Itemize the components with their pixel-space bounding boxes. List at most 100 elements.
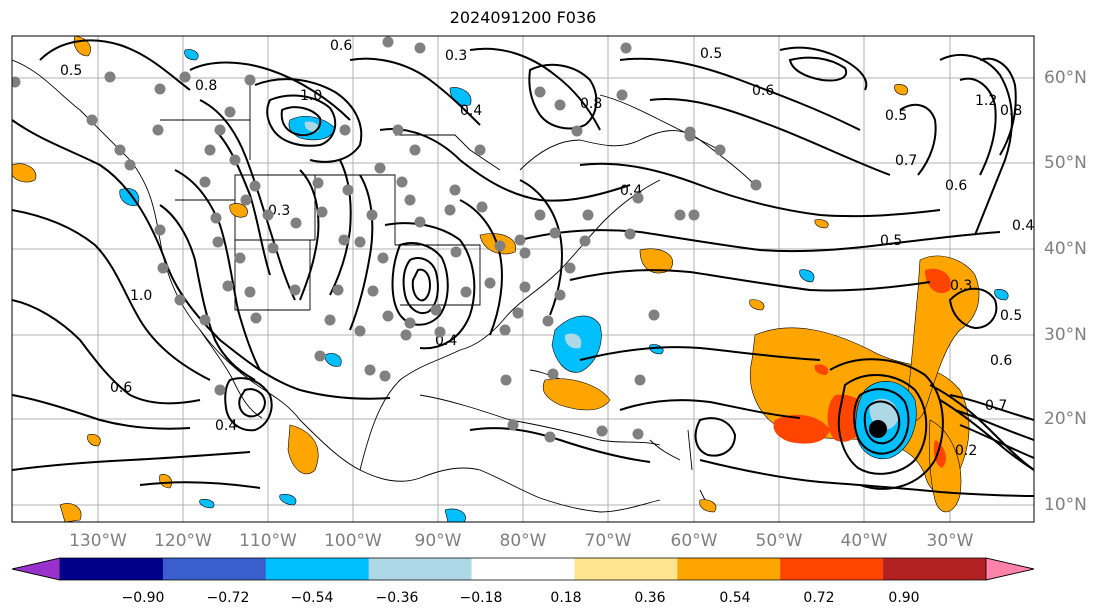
blue-fill <box>184 49 199 61</box>
station-dot <box>324 314 336 326</box>
lat-label: 50°N <box>1044 153 1087 173</box>
contour-label: 0.6 <box>330 38 352 54</box>
contour-label: 0.3 <box>268 203 290 219</box>
station-dot <box>404 194 416 206</box>
contour-label: 0.8 <box>580 96 602 112</box>
station-dot <box>212 236 224 248</box>
lon-label: 60°W <box>671 531 718 551</box>
colorbar-segment <box>471 558 575 580</box>
station-dot <box>366 209 378 221</box>
colorbar-tick-label: −0.18 <box>460 590 503 606</box>
station-dot <box>474 144 486 156</box>
station-dot <box>214 124 226 136</box>
station-dot <box>534 209 546 221</box>
orange-fill <box>229 203 248 218</box>
colorbar-segment <box>883 558 987 580</box>
blue-fill <box>799 269 815 283</box>
station-dot <box>354 236 366 248</box>
contour-label: 0.3 <box>950 278 972 294</box>
station-dot <box>154 224 166 236</box>
station-dot <box>414 42 426 54</box>
station-dot <box>430 304 442 316</box>
station-dot <box>494 240 506 252</box>
orange-fill <box>907 255 980 421</box>
blue-fill <box>994 289 1009 301</box>
colorbar-segment <box>265 558 370 580</box>
orange-fill <box>287 424 319 475</box>
station-dot <box>460 286 472 298</box>
station-dot <box>396 176 408 188</box>
red-orange-fill <box>773 414 830 444</box>
colorbar-tick-label: −0.90 <box>122 590 165 606</box>
orange-fill <box>12 163 37 183</box>
station-dot <box>544 431 556 443</box>
contour-label: 1.0 <box>300 88 322 104</box>
station-dot <box>234 252 246 264</box>
station-dot <box>152 124 164 136</box>
orange-fill <box>87 434 101 447</box>
contour-label: 0.5 <box>60 63 82 79</box>
station-dot <box>674 209 686 221</box>
station-dot <box>204 144 216 156</box>
station-dot <box>400 329 412 341</box>
colorbar-segment <box>677 558 781 580</box>
colorbar <box>11 557 1035 581</box>
colorbar-tick-label: 0.72 <box>803 590 834 606</box>
station-dot <box>714 144 726 156</box>
station-dot <box>648 309 660 321</box>
station-dot <box>104 71 116 83</box>
contour-label: 0.4 <box>215 418 237 434</box>
station-dot <box>244 74 256 86</box>
observation-stations <box>12 36 762 443</box>
colorbar-segment <box>162 558 267 580</box>
contour-label: 0.5 <box>885 108 907 124</box>
station-dot <box>624 228 636 240</box>
station-dot <box>434 326 446 338</box>
station-dot <box>534 86 546 98</box>
station-dot <box>514 234 526 246</box>
colorbar-segment <box>780 558 884 580</box>
contour-label: 0.4 <box>460 103 482 119</box>
station-dot <box>382 36 394 48</box>
light-blue-fill <box>564 333 582 349</box>
station-dot <box>519 281 531 293</box>
colorbar-tick-labels: −0.90 −0.72 −0.54 −0.36 −0.18 0.18 0.36 … <box>122 590 920 606</box>
colorbar-tick-label: 0.36 <box>634 590 665 606</box>
colorbar-tick-label: 0.54 <box>719 590 750 606</box>
station-dot <box>224 106 236 118</box>
blue-fill <box>279 494 297 506</box>
map-title: 2024091200 F036 <box>449 8 597 27</box>
longitude-labels: 130°W 120°W 110°W 100°W 90°W 80°W 70°W 6… <box>69 531 974 551</box>
station-dot <box>338 234 350 246</box>
station-dot <box>444 204 456 216</box>
contour-label: 0.7 <box>985 398 1007 414</box>
latitude-labels: 60°N 50°N 40°N 30°N 20°N 10°N <box>1044 68 1087 515</box>
station-dot <box>549 227 561 239</box>
lon-label: 100°W <box>324 531 382 551</box>
station-dot <box>450 246 462 258</box>
lon-label: 130°W <box>69 531 127 551</box>
lon-label: 40°W <box>841 531 888 551</box>
station-dot <box>414 216 426 228</box>
station-dot <box>86 114 98 126</box>
station-dot <box>179 71 191 83</box>
colorbar-segment <box>60 558 164 580</box>
station-dot <box>289 284 301 296</box>
colorbar-tick-label: 0.90 <box>888 590 919 606</box>
station-dot <box>199 314 211 326</box>
colorbar-tick-label: −0.72 <box>207 590 250 606</box>
station-dot <box>339 124 351 136</box>
station-dot <box>409 144 421 156</box>
lon-label: 30°W <box>927 531 974 551</box>
contour-label: 0.8 <box>195 78 217 94</box>
storm-center-marker <box>869 420 887 438</box>
blue-fill <box>324 353 342 367</box>
station-dot <box>512 307 524 319</box>
contour-label: 0.6 <box>990 353 1012 369</box>
contour-label: 1.2 <box>975 93 997 109</box>
station-dot <box>174 294 186 306</box>
station-dot <box>554 99 566 111</box>
station-dot <box>12 76 21 88</box>
contour-label: 0.6 <box>945 178 967 194</box>
station-dot <box>314 350 326 362</box>
